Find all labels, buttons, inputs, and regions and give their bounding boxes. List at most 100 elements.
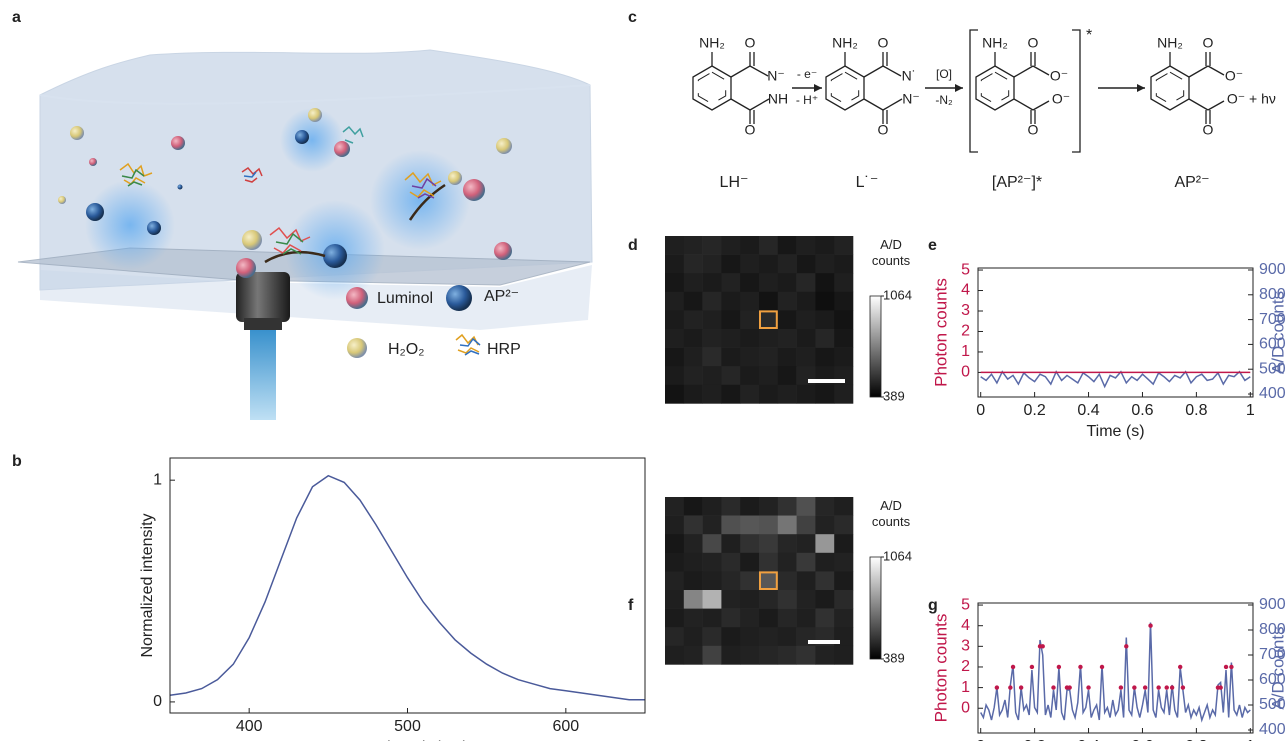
heatmap-cell <box>740 348 759 367</box>
heatmap-cell <box>665 292 684 311</box>
heatmap-cell <box>721 516 740 535</box>
heatmap-cell <box>740 255 759 274</box>
illustration-shape <box>147 221 161 235</box>
photon-dot <box>1011 665 1015 669</box>
heatmap-cell <box>834 236 853 255</box>
heatmap-cell <box>684 646 703 665</box>
y-tick-label: 3 <box>961 638 970 655</box>
heatmap-cell <box>759 571 778 590</box>
illustration: Luminol AP²⁻ H₂O₂ HRP <box>18 50 592 420</box>
bond <box>864 66 883 77</box>
heatmap-cell <box>815 497 834 516</box>
heatmap-cell <box>778 590 797 609</box>
heatmap-cell <box>703 366 722 385</box>
heatmap-cell <box>759 385 778 404</box>
aromatic-bonds <box>698 72 725 104</box>
heatmap-cell <box>684 590 703 609</box>
heatmap-cell <box>759 497 778 516</box>
heatmap-cell <box>778 310 797 329</box>
heatmap-cell <box>684 310 703 329</box>
heatmap-cell <box>815 553 834 572</box>
illustration-shape <box>295 130 309 144</box>
bond <box>750 66 768 76</box>
heatmap-cell <box>778 255 797 274</box>
x-tick-label: 0.8 <box>1185 402 1207 419</box>
bond <box>1014 99 1033 110</box>
heatmap-cell <box>815 385 834 404</box>
heatmap-cell <box>815 590 834 609</box>
heatmap-cell <box>815 292 834 311</box>
arrow-label: - H⁺ <box>796 93 818 107</box>
heatmap-cell <box>665 310 684 329</box>
heatmap-cell <box>684 329 703 348</box>
heatmap-cell <box>759 273 778 292</box>
y-tick-label: 0 <box>153 693 162 710</box>
illustration-shape <box>236 258 256 278</box>
heatmap-cell <box>684 497 703 516</box>
y2-tick-label: 400 <box>1259 385 1286 402</box>
panel-label: e <box>928 237 937 254</box>
bond <box>731 66 750 77</box>
photon-dot <box>1100 665 1104 669</box>
heatmap-cell <box>740 497 759 516</box>
x-tick-label: 0.6 <box>1131 402 1153 419</box>
heatmap-cell <box>759 516 778 535</box>
heatmap-cell <box>797 571 816 590</box>
heatmap-cell <box>797 329 816 348</box>
heatmap-cell <box>703 646 722 665</box>
heatmap-cell <box>703 553 722 572</box>
x-axis-label: Time (s) <box>1086 423 1144 440</box>
bracket <box>1072 30 1080 152</box>
heatmap-cell <box>665 366 684 385</box>
illustration-shape <box>89 158 97 166</box>
colorbar-tick-label: 389 <box>883 650 905 665</box>
bond <box>864 99 883 110</box>
heatmap-cell <box>815 646 834 665</box>
photon-dot <box>1178 665 1182 669</box>
heatmap-cell <box>778 553 797 572</box>
heatmap-cell <box>721 236 740 255</box>
aromatic-bonds <box>981 72 1008 104</box>
heatmap-cell <box>834 310 853 329</box>
heatmap-cell <box>834 497 853 516</box>
colorbar-tick-label: 389 <box>883 388 905 403</box>
y-tick-label: 2 <box>961 323 970 340</box>
heatmap-cell <box>778 385 797 404</box>
photon-dot <box>1051 685 1055 689</box>
heatmap-cell <box>703 348 722 367</box>
heatmap-cell <box>797 497 816 516</box>
heatmap-cell <box>815 329 834 348</box>
atom-label: O <box>1203 35 1214 51</box>
photon-dot <box>1229 665 1233 669</box>
heatmap-cell <box>834 348 853 367</box>
heatmap-cell <box>759 553 778 572</box>
heatmap-cell <box>797 534 816 553</box>
atom-label: NH <box>768 91 788 107</box>
atom-label: O <box>878 35 889 51</box>
bond <box>1208 66 1224 75</box>
heatmap-cell <box>834 273 853 292</box>
heatmap-cell <box>721 348 740 367</box>
bond <box>1189 66 1208 77</box>
x-tick-label: 0 <box>976 402 985 419</box>
x-tick-label: 1 <box>1246 402 1255 419</box>
heatmap-cell <box>684 609 703 628</box>
photon-dot <box>1156 685 1160 689</box>
y-tick-label: 5 <box>961 261 970 278</box>
legend-swatch <box>346 287 368 309</box>
data-line <box>170 476 645 700</box>
heatmap-cell <box>797 348 816 367</box>
illustration-shape <box>496 138 512 154</box>
illustration-shape <box>463 179 485 201</box>
heatmap-cell <box>759 329 778 348</box>
heatmap-cell <box>703 571 722 590</box>
photon-dot <box>1078 665 1082 669</box>
heatmap-cell <box>684 516 703 535</box>
heatmap-cell <box>740 366 759 385</box>
y-tick-label: 4 <box>961 282 970 299</box>
y2-tick-label: 900 <box>1259 261 1286 278</box>
heatmap-cell <box>721 366 740 385</box>
atom-label: O⁻ <box>1227 91 1245 107</box>
heatmap-cell <box>797 310 816 329</box>
heatmap-cell <box>740 571 759 590</box>
